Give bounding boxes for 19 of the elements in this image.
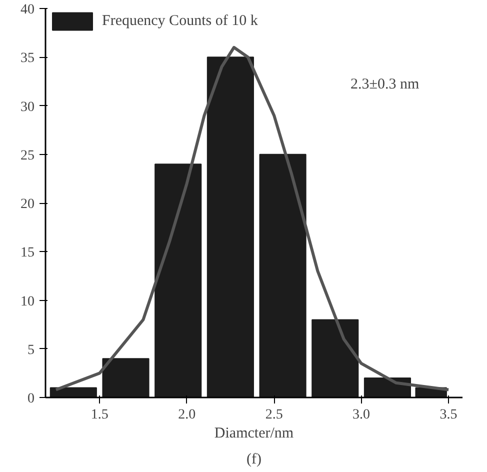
x-tick-label: 2.0 [178, 408, 196, 422]
y-tick-label: 30 [20, 100, 34, 115]
y-tick-label: 15 [20, 246, 34, 261]
y-tick-label: 40 [20, 2, 34, 18]
text: (f) [246, 452, 262, 468]
legend-label: Frequency Counts of 10 k [102, 12, 258, 30]
x-axis-title: Diamcter/nm [214, 426, 294, 442]
annotation: 2.3±0.3 nm [350, 76, 420, 92]
x-tick-label: 2.5 [265, 408, 283, 422]
y-tick-label: 10 [20, 294, 34, 310]
y-tick-label: 35 [20, 51, 34, 66]
x-tick-label: 1.5 [90, 408, 108, 422]
y-tick-label: 25 [20, 148, 34, 164]
y-tick-label: 0 [28, 392, 34, 406]
y-tick-label: 20 [20, 197, 34, 212]
y-tick-label: 5 [28, 342, 34, 358]
x-tick-label: 3.0 [352, 408, 370, 422]
x-tick-label: 3.5 [440, 408, 458, 422]
line-series [54, 46, 450, 392]
